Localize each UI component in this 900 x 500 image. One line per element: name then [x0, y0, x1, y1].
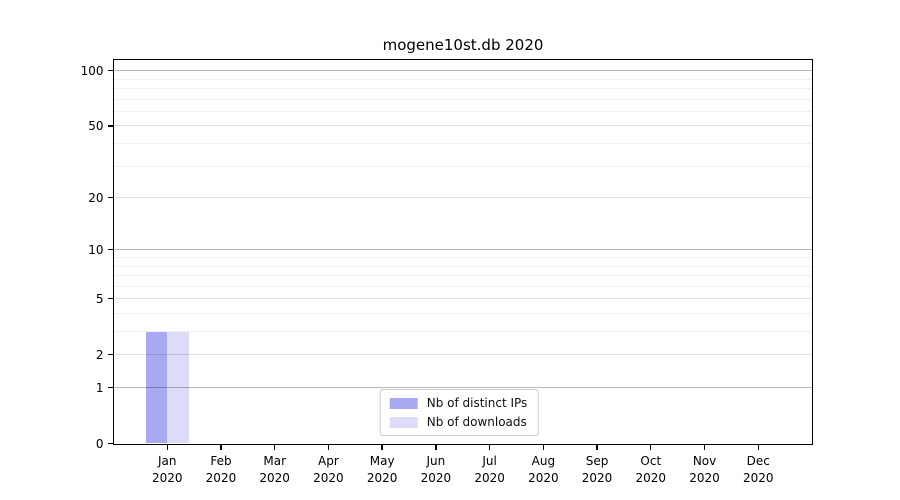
x-tick-month: May: [369, 453, 395, 468]
gridline: [113, 249, 812, 251]
gridline: [113, 265, 812, 267]
x-tick-month: Feb: [210, 453, 232, 468]
x-tick-label: Aug 2020: [513, 453, 573, 487]
x-tick-year: 2020: [528, 470, 559, 485]
x-tick-year: 2020: [635, 470, 667, 485]
x-tick-month: Jul: [482, 453, 497, 468]
x-tick-month: Jun: [426, 453, 446, 468]
legend: Nb of distinct IPs Nb of downloads: [379, 389, 539, 436]
y-tick-label: 10: [88, 242, 104, 257]
gridline: [113, 387, 812, 388]
x-tick-year: 2020: [581, 470, 613, 485]
gridline: [113, 197, 812, 199]
y-tick: [107, 196, 113, 199]
legend-item: Nb of downloads: [389, 415, 528, 429]
x-tick: [381, 444, 383, 450]
x-tick: [273, 444, 276, 450]
x-tick: [220, 444, 222, 450]
x-tick-month: Mar: [263, 453, 286, 468]
x-tick-year: 2020: [205, 470, 237, 485]
x-tick-label: Jul 2020: [460, 453, 520, 487]
x-tick-label: Mar 2020: [245, 453, 305, 487]
y-tick: [107, 386, 113, 389]
y-tick: [107, 125, 113, 127]
gridline: [113, 312, 812, 314]
gridline: [113, 88, 812, 89]
gridline: [113, 70, 812, 72]
y-tick: [107, 442, 113, 445]
y-tick: [107, 298, 113, 300]
bar: [167, 331, 189, 444]
x-tick-year: 2020: [474, 470, 505, 485]
gridline: [113, 98, 812, 100]
x-tick: [488, 444, 491, 450]
x-tick: [327, 444, 330, 450]
y-tick: [107, 354, 113, 356]
gridline: [113, 275, 812, 277]
gridline: [113, 165, 812, 167]
y-tick-label: 1: [95, 380, 104, 395]
legend-label: Nb of distinct IPs: [426, 396, 528, 410]
y-tick-label: 50: [88, 118, 104, 133]
gridline: [113, 125, 812, 127]
y-tick-label: 20: [88, 190, 104, 205]
gridline: [113, 354, 812, 356]
y-tick-label: 5: [95, 291, 104, 306]
y-tick-label: 0: [95, 436, 104, 451]
plot-area: [112, 58, 813, 445]
chart-title: mogene10st.db 2020: [382, 36, 544, 54]
bar: [145, 331, 168, 444]
x-tick: [596, 444, 598, 450]
x-tick-label: Nov 2020: [675, 453, 735, 487]
x-tick-label: Jun 2020: [406, 453, 466, 487]
legend-item: Nb of distinct IPs: [389, 396, 528, 410]
x-tick-label: Feb 2020: [191, 453, 251, 487]
x-tick-year: 2020: [420, 470, 452, 485]
x-tick-label: Dec 2020: [728, 453, 788, 487]
legend-swatch-downloads: [389, 416, 418, 428]
x-tick-label: Jan 2020: [137, 453, 197, 487]
y-tick: [107, 249, 113, 251]
gridline: [113, 110, 812, 112]
x-tick-label: Oct 2020: [621, 453, 681, 487]
gridline: [113, 285, 812, 287]
gridline: [113, 298, 812, 300]
x-tick-label: May 2020: [352, 453, 412, 487]
x-tick-month: Dec: [746, 453, 770, 468]
legend-label: Nb of downloads: [426, 415, 527, 429]
x-tick: [757, 444, 759, 450]
x-tick: [650, 444, 652, 450]
x-tick-month: Jan: [157, 453, 177, 468]
x-tick-label: Apr 2020: [298, 453, 358, 487]
x-tick-label: Sep 2020: [567, 453, 627, 487]
legend-swatch-distinct-ips: [389, 397, 418, 409]
x-tick-year: 2020: [151, 470, 183, 485]
y-tick-label: 100: [80, 63, 104, 78]
x-tick-year: 2020: [366, 470, 398, 485]
x-tick: [166, 444, 168, 450]
x-tick-month: Nov: [692, 453, 717, 468]
x-tick-year: 2020: [742, 470, 774, 485]
x-tick: [435, 444, 437, 450]
y-tick: [107, 69, 113, 72]
x-tick: [542, 444, 545, 450]
gridline: [113, 256, 812, 258]
gridline: [113, 331, 812, 332]
x-tick-year: 2020: [313, 470, 344, 485]
x-tick: [703, 444, 706, 450]
y-tick-label: 2: [95, 347, 104, 362]
gridline: [113, 143, 812, 144]
gridline: [113, 78, 812, 80]
x-tick-year: 2020: [689, 470, 720, 485]
x-tick-month: Apr: [318, 453, 339, 468]
x-tick-month: Sep: [585, 453, 609, 468]
x-tick-year: 2020: [259, 470, 290, 485]
x-tick-month: Oct: [640, 453, 662, 468]
x-tick-month: Aug: [531, 453, 556, 468]
